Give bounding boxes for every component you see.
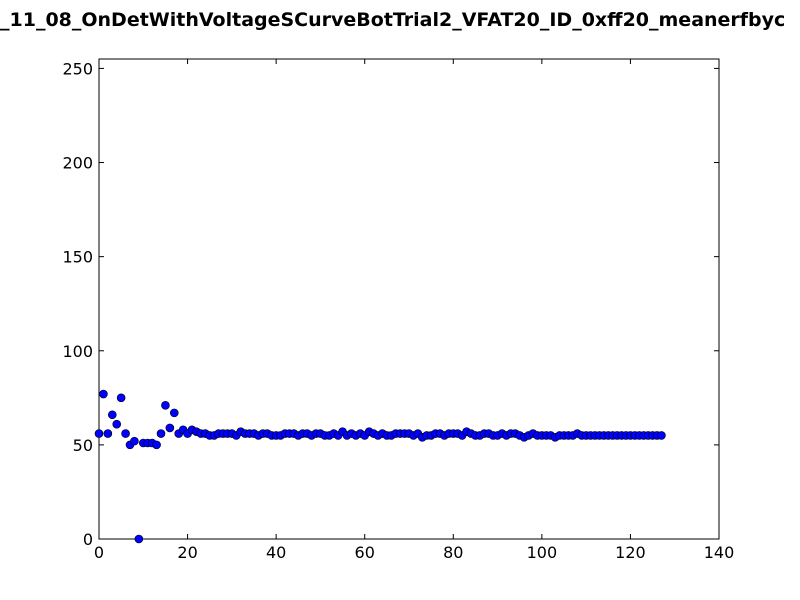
point (99, 389, 108, 399)
y-tick-label: 200 (62, 154, 93, 173)
point (165, 423, 175, 433)
point (121, 429, 130, 438)
point (152, 440, 161, 450)
y-tick-label: 150 (62, 248, 93, 267)
x-tick-label: 40 (266, 543, 286, 562)
point (134, 534, 144, 544)
point (107, 410, 117, 420)
chart-title: _11_08_OnDetWithVoltageSCurveBotTrial2_V… (0, 9, 785, 31)
x-tick-label: 140 (704, 543, 735, 562)
plot-frame (98, 58, 720, 540)
y-tick-label: 250 (62, 59, 93, 78)
x-tick-label: 120 (615, 543, 646, 562)
point (112, 419, 122, 429)
x-tick-label: 0 (94, 543, 104, 562)
point (156, 429, 166, 438)
point (130, 436, 139, 446)
x-tick-label: 100 (527, 543, 558, 562)
point (657, 431, 666, 440)
point (116, 393, 126, 403)
point (169, 408, 179, 418)
point (94, 429, 104, 438)
y-tick-label: 100 (62, 342, 93, 361)
point (161, 401, 170, 410)
x-tick-label: 60 (355, 543, 375, 562)
x-tick-label: 20 (177, 543, 197, 562)
point (103, 429, 113, 438)
x-tick-label: 80 (443, 543, 463, 562)
y-tick-label: 50 (73, 436, 93, 455)
y-tick-label: 0 (83, 530, 93, 549)
